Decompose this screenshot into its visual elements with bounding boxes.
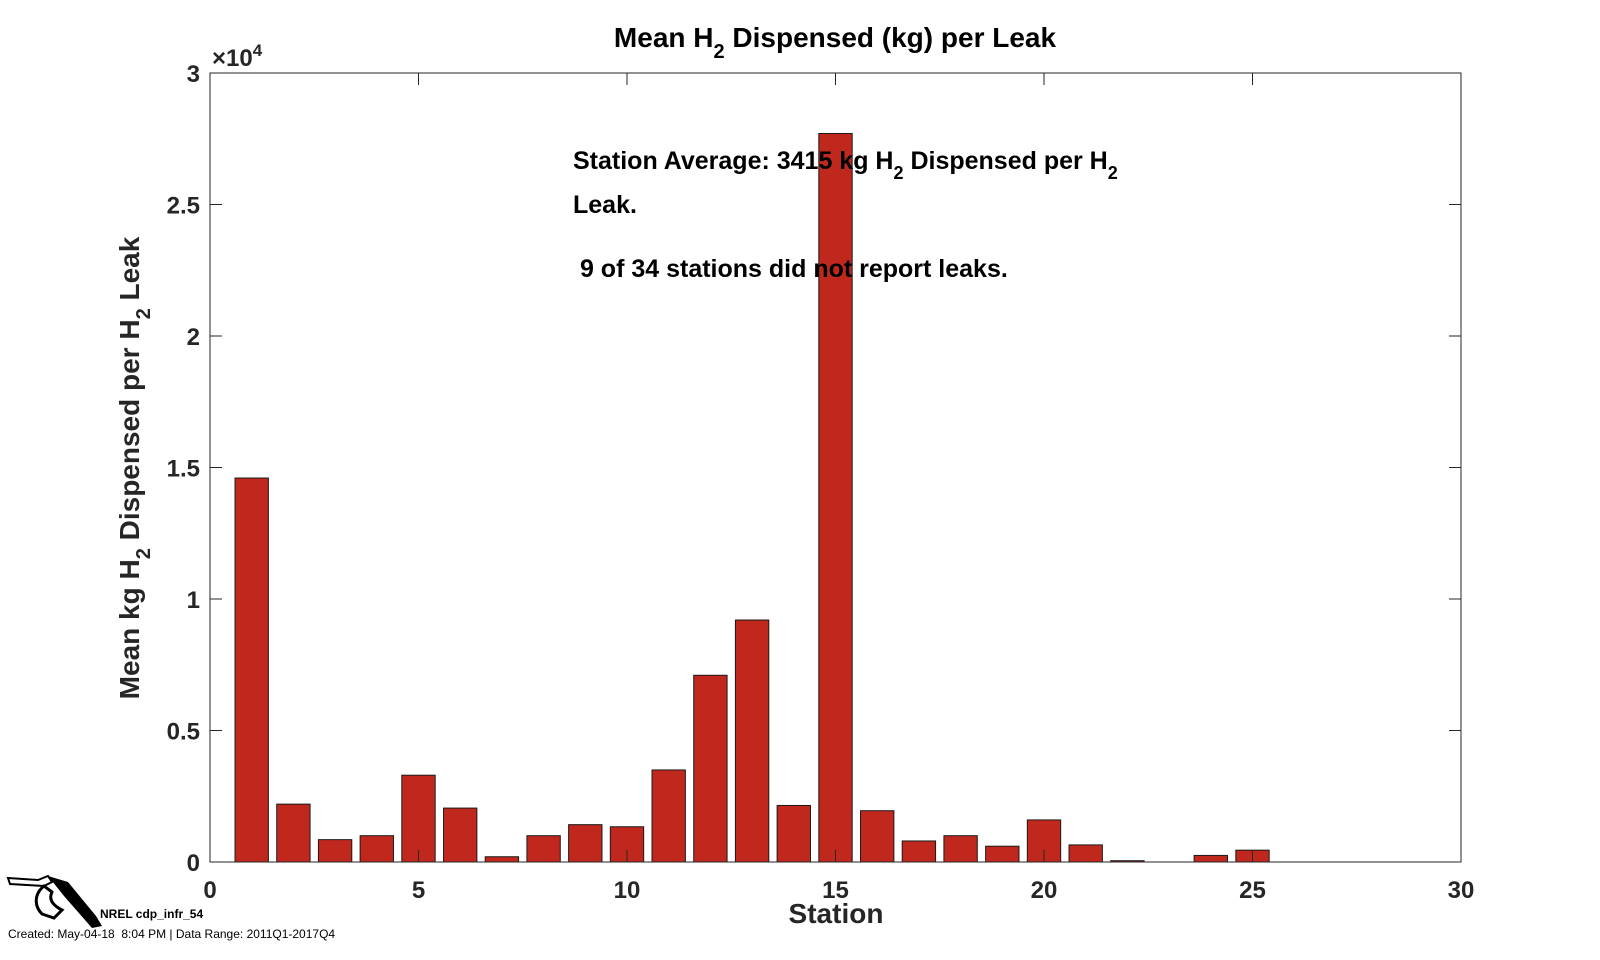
bar-station-16 [860,810,895,863]
y-axis-label: Mean kg H2 Dispensed per H2 Leak [114,236,155,699]
y-tick-label: 1.5 [167,456,200,483]
y-tick-label: 1 [187,587,200,614]
annotation-unreported: 9 of 34 stations did not report leaks. [573,255,1008,283]
bar-station-6 [443,807,478,863]
fuel-nozzle-icon [6,874,102,928]
bar-station-14 [776,804,811,863]
bar-station-12 [693,674,728,863]
x-tick-label: 0 [203,877,216,904]
bar-station-3 [317,839,353,863]
x-tick-label: 5 [412,877,425,904]
x-tick-label: 15 [822,877,849,904]
bar-station-17 [901,840,937,863]
footer-meta: Created: May-04-18 8:04 PM | Data Range:… [8,927,335,941]
annotation-leak: Leak. [573,191,637,219]
y-tick-label: 0 [187,850,200,877]
annotation-station-average: Station Average: 3415 kg H2 Dispensed pe… [573,147,1118,183]
bar-station-4 [359,835,394,863]
footer-id: NREL cdp_infr_54 [100,907,203,921]
x-tick-label: 20 [1031,877,1058,904]
y-tick-label: 0.5 [167,719,200,746]
x-tick-label: 30 [1448,877,1475,904]
axes-box [209,72,1462,863]
chart-title: Mean H2 Dispensed (kg) per Leak [614,22,1057,63]
bar-series [234,132,1270,863]
axis-ticks: 0 5 10 15 20 25 30 0 0.5 1 1.5 2 2.5 3 [167,61,1475,904]
bar-station-7 [484,856,520,863]
x-tick-label: 10 [614,877,641,904]
bar-station-8 [526,835,561,863]
x-tick-label: 25 [1239,877,1266,904]
bar-station-5 [401,774,436,863]
bar-station-18 [943,835,978,863]
bar-station-24 [1193,854,1228,863]
bar-station-9 [568,824,603,863]
bar-station-15 [818,132,853,863]
bar-station-21 [1068,844,1103,863]
y-tick-label: 2.5 [167,193,200,220]
bar-station-2 [276,803,311,863]
bar-station-19 [985,845,1020,863]
bar-station-1 [234,477,269,863]
y-tick-label: 2 [187,324,200,351]
x-axis-label: Station [789,898,884,929]
bar-station-13 [734,619,770,863]
bar-station-11 [651,769,686,863]
y-tick-label: 3 [187,61,200,88]
y-exponent-label: ×104 [212,41,263,72]
